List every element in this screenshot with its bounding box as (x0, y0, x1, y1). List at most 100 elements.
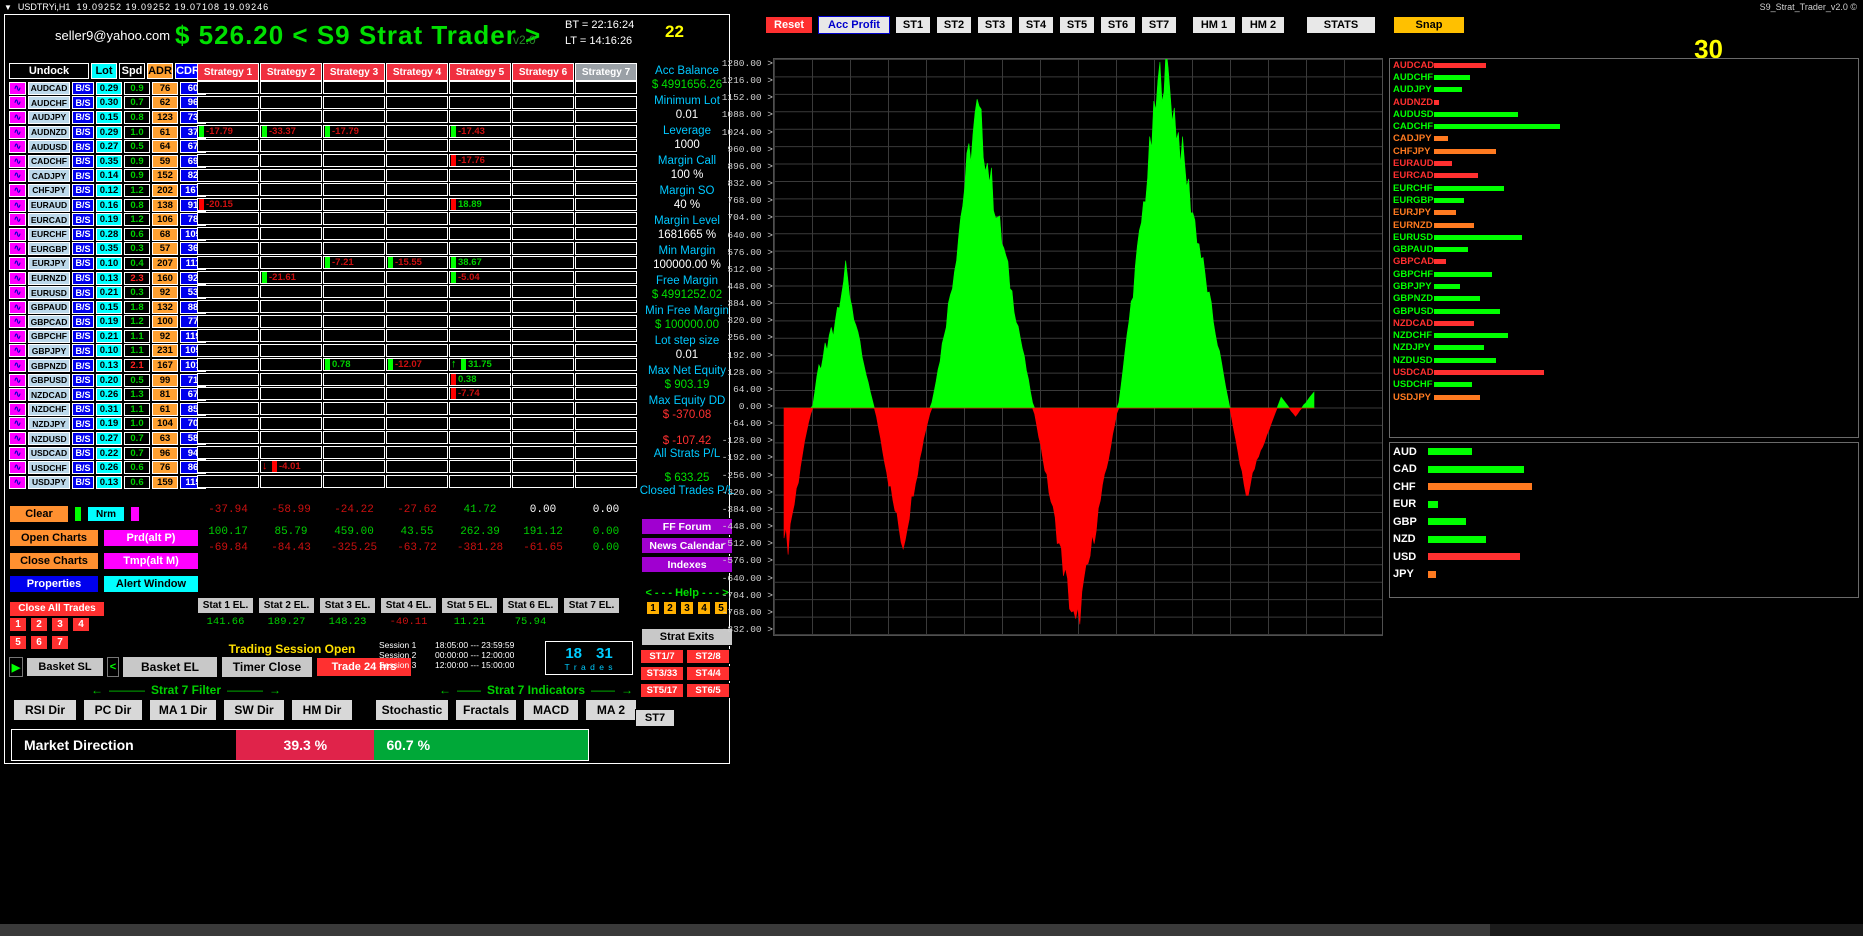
strategy-cell[interactable] (386, 270, 448, 284)
strategy-cell[interactable] (197, 343, 259, 357)
strategy-cell[interactable] (449, 81, 511, 94)
strategy-cell[interactable] (197, 358, 259, 372)
strategy-cell[interactable] (323, 183, 385, 197)
strategy-cell[interactable] (260, 299, 322, 313)
strategy-header-7[interactable]: Strategy 7 (575, 63, 637, 81)
buy-sell-button-GBPCAD[interactable]: B/S (72, 315, 94, 329)
basket-sl-button[interactable]: Basket SL (26, 657, 104, 677)
strategy-cell[interactable] (197, 299, 259, 313)
wave-icon[interactable]: ∿ (9, 359, 26, 373)
close-all-trades-button[interactable]: Close All Trades (9, 600, 105, 617)
strategy-cell[interactable] (575, 416, 637, 430)
lot-value-CHFJPY[interactable]: 0.12 (96, 183, 122, 197)
strategy-cell[interactable] (260, 256, 322, 270)
wave-icon[interactable]: ∿ (9, 183, 26, 197)
wave-icon[interactable]: ∿ (9, 388, 26, 402)
alert-window-button[interactable]: Alert Window (103, 575, 199, 593)
buy-sell-button-GBPJPY[interactable]: B/S (72, 344, 94, 358)
strategy-cell[interactable] (449, 416, 511, 430)
symbol-button-EURJPY[interactable]: EURJPY (28, 256, 70, 270)
undock-button[interactable]: Undock (9, 63, 89, 79)
strategy-cell[interactable] (449, 475, 511, 489)
wave-icon[interactable]: ∿ (9, 315, 26, 329)
wave-icon[interactable]: ∿ (9, 110, 26, 124)
strategy-cell[interactable] (449, 402, 511, 416)
chart-hm2-button[interactable]: HM 2 (1241, 16, 1285, 34)
wave-icon[interactable]: ∿ (9, 125, 26, 139)
help-button-2[interactable]: 2 (663, 601, 677, 615)
open-charts-button[interactable]: Open Charts (9, 529, 99, 547)
symbol-button-USDJPY[interactable]: USDJPY (28, 475, 70, 489)
strat-exit-ST4-4[interactable]: ST4/4 (686, 666, 730, 681)
strategy-cell[interactable] (512, 168, 574, 182)
strategy-cell[interactable] (386, 460, 448, 474)
symbol-button-CADJPY[interactable]: CADJPY (28, 169, 70, 183)
symbol-button-CADCHF[interactable]: CADCHF (28, 154, 70, 168)
strategy-cell[interactable] (197, 285, 259, 299)
strategy-cell[interactable] (575, 285, 637, 299)
symbol-button-NZDCHF[interactable]: NZDCHF (28, 402, 70, 416)
strategy-cell[interactable] (197, 139, 259, 153)
symbol-button-GBPNZD[interactable]: GBPNZD (28, 359, 70, 373)
strategy-cell[interactable] (386, 81, 448, 94)
chevron-down-icon[interactable]: ▼ (4, 2, 12, 12)
strategy-cell[interactable] (386, 387, 448, 401)
strategy-cell[interactable] (260, 226, 322, 240)
strategy-cell[interactable] (575, 343, 637, 357)
symbol-button-AUDCAD[interactable]: AUDCAD (28, 81, 70, 95)
strategy-cell[interactable] (575, 460, 637, 474)
strategy-cell[interactable] (575, 168, 637, 182)
strategy-cell[interactable] (260, 197, 322, 211)
strategy-cell[interactable] (449, 460, 511, 474)
strategy-cell[interactable]: -7.74 (449, 387, 511, 401)
strategy-cell[interactable] (197, 153, 259, 167)
close-group-button-2[interactable]: 2 (30, 617, 48, 632)
close-charts-button[interactable]: Close Charts (9, 552, 99, 570)
lot-value-GBPCAD[interactable]: 0.19 (96, 315, 122, 329)
symbol-button-EURCAD[interactable]: EURCAD (28, 213, 70, 227)
strategy-cell[interactable]: 0.78 (323, 358, 385, 372)
strategy-cell[interactable] (260, 402, 322, 416)
strategy-cell[interactable] (323, 226, 385, 240)
strategy-cell[interactable] (512, 226, 574, 240)
strategy-cell[interactable] (449, 212, 511, 226)
lot-value-USDJPY[interactable]: 0.13 (96, 475, 122, 489)
buy-sell-button-CADCHF[interactable]: B/S (72, 154, 94, 168)
strategy-cell[interactable] (575, 358, 637, 372)
strategy-cell[interactable] (197, 212, 259, 226)
news-calendar-button[interactable]: News Calendar (641, 537, 733, 554)
strategy-cell[interactable] (323, 445, 385, 459)
chart-hm1-button[interactable]: HM 1 (1192, 16, 1236, 34)
strategy-cell[interactable] (386, 475, 448, 489)
strategy-cell[interactable]: 18.89 (449, 197, 511, 211)
strategy-cell[interactable]: -20.15 (197, 197, 259, 211)
wave-icon[interactable]: ∿ (9, 227, 26, 241)
indicator-button-stochastic[interactable]: Stochastic (375, 699, 449, 721)
chart-st3-button[interactable]: ST3 (977, 16, 1013, 34)
wave-icon[interactable]: ∿ (9, 154, 26, 168)
symbol-button-USDCAD[interactable]: USDCAD (28, 446, 70, 460)
strategy-cell[interactable] (575, 402, 637, 416)
strategy-cell[interactable] (197, 270, 259, 284)
strat-exit-ST3-33[interactable]: ST3/33 (640, 666, 684, 681)
strategy-cell[interactable] (575, 226, 637, 240)
strategy-cell[interactable] (575, 387, 637, 401)
lot-value-NZDCAD[interactable]: 0.26 (96, 388, 122, 402)
strategy-cell[interactable] (449, 226, 511, 240)
filter-button-hm-dir[interactable]: HM Dir (291, 699, 353, 721)
help-button-1[interactable]: 1 (646, 601, 660, 615)
scrollbar-thumb[interactable] (0, 924, 1490, 936)
buy-sell-button-GBPUSD[interactable]: B/S (72, 373, 94, 387)
strategy-cell[interactable] (323, 329, 385, 343)
strategy-cell[interactable] (386, 402, 448, 416)
strat-exit-ST5-17[interactable]: ST5/17 (640, 683, 684, 698)
horizontal-scrollbar[interactable] (0, 924, 1863, 936)
strat-exit-ST2-8[interactable]: ST2/8 (686, 649, 730, 664)
st7-button[interactable]: ST7 (635, 709, 675, 727)
lot-value-EURJPY[interactable]: 0.10 (96, 256, 122, 270)
reset-button[interactable]: Reset (765, 16, 813, 34)
strategy-cell[interactable] (197, 95, 259, 109)
buy-sell-button-EURUSD[interactable]: B/S (72, 286, 94, 300)
strategy-header-6[interactable]: Strategy 6 (512, 63, 574, 81)
symbol-button-AUDNZD[interactable]: AUDNZD (28, 125, 70, 139)
